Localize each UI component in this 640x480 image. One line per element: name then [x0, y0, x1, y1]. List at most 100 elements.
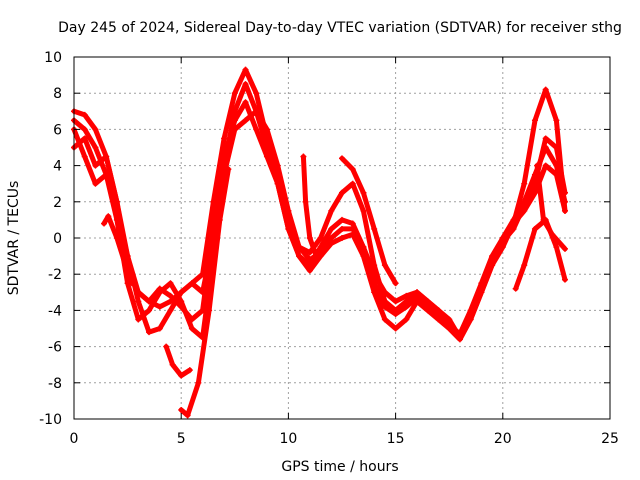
series-line-short-segment-2	[163, 344, 193, 379]
y-axis-label: SDTVAR / TECUs	[6, 181, 22, 296]
y-tick-label: -2	[48, 267, 62, 283]
data-point-marker	[92, 126, 99, 133]
data-point-marker	[512, 285, 519, 292]
data-point-marker	[360, 207, 367, 214]
data-point-marker	[242, 66, 249, 73]
data-point-marker	[300, 153, 307, 160]
data-point-marker	[371, 280, 378, 287]
data-point-marker	[489, 256, 496, 263]
data-point-marker	[113, 207, 120, 214]
data-point-marker	[221, 135, 228, 142]
data-point-marker	[188, 280, 195, 287]
data-point-marker	[561, 276, 568, 283]
data-point-marker	[510, 225, 517, 232]
data-point-marker	[549, 231, 556, 238]
data-point-marker	[184, 412, 191, 419]
axis-ticks: 0 5 10 15 20 25 -10 -8 -6 -4 -2 0 2 4 6 8 10	[39, 50, 619, 447]
data-point-marker	[403, 303, 410, 310]
series-markers-short-segment-5	[339, 155, 399, 287]
data-point-marker	[403, 292, 410, 299]
series-markers-short-segment-7	[534, 162, 568, 252]
data-point-marker	[122, 262, 129, 269]
data-point-marker	[542, 135, 549, 142]
data-point-marker	[317, 249, 324, 256]
series-markers-track-c	[71, 99, 568, 343]
y-tick-label: 0	[53, 231, 62, 247]
data-point-marker	[521, 180, 528, 187]
data-point-marker	[178, 289, 185, 296]
data-point-marker	[561, 207, 568, 214]
y-tick-label: 6	[53, 122, 62, 138]
data-point-marker	[242, 117, 249, 124]
data-point-marker	[188, 316, 195, 323]
data-point-marker	[167, 280, 174, 287]
data-point-marker	[253, 90, 260, 97]
data-point-marker	[531, 117, 538, 124]
data-point-marker	[339, 225, 345, 232]
data-point-marker	[424, 303, 431, 310]
data-point-marker	[360, 189, 367, 196]
data-point-marker	[435, 312, 442, 319]
data-point-marker	[253, 108, 260, 115]
series-line-track-c	[71, 99, 568, 342]
data-point-marker	[167, 292, 174, 299]
data-point-marker	[263, 126, 270, 133]
y-tick-label: -8	[48, 376, 62, 392]
data-point-marker	[381, 303, 388, 310]
x-tick-label: 15	[387, 431, 405, 447]
data-point-marker	[349, 225, 356, 232]
data-point-marker	[188, 325, 195, 332]
y-tick-label: -4	[48, 303, 62, 319]
data-point-marker	[306, 235, 313, 241]
data-point-marker	[296, 244, 303, 251]
data-point-marker	[128, 280, 135, 287]
data-point-marker	[81, 126, 88, 133]
data-point-marker	[392, 311, 399, 318]
data-point-marker	[105, 213, 112, 220]
data-point-marker	[156, 285, 163, 292]
series-markers-short-segment-3	[178, 166, 232, 419]
series-markers-short-segment-2	[163, 343, 193, 379]
data-point-marker	[135, 298, 142, 305]
data-point-marker	[169, 361, 176, 368]
data-point-marker	[216, 216, 223, 223]
data-point-marker	[231, 90, 238, 97]
data-point-marker	[531, 225, 538, 232]
x-tick-label: 10	[279, 431, 297, 447]
data-point-marker	[103, 171, 110, 178]
data-point-marker	[328, 225, 335, 232]
data-point-marker	[146, 307, 153, 314]
data-point-marker	[349, 220, 356, 227]
data-point-marker	[499, 238, 506, 245]
data-point-marker	[263, 144, 270, 151]
data-point-marker	[156, 303, 163, 310]
series-line-short-segment-5	[339, 155, 399, 286]
data-point-marker	[339, 155, 345, 162]
data-point-marker	[285, 216, 292, 223]
data-point-marker	[92, 144, 99, 151]
data-point-marker	[542, 162, 549, 169]
data-point-marker	[81, 111, 88, 118]
data-point-marker	[403, 298, 410, 305]
data-point-marker	[242, 81, 249, 88]
data-point-marker	[296, 253, 303, 260]
data-point-marker	[339, 235, 345, 241]
data-point-marker	[135, 316, 142, 323]
series-line-track-b	[71, 108, 568, 341]
data-point-marker	[521, 202, 528, 209]
data-point-marker	[302, 198, 309, 205]
data-point-marker	[478, 285, 485, 292]
data-point-marker	[178, 303, 185, 310]
series-markers-short-segment-4	[300, 153, 320, 260]
series-line-track-d	[71, 81, 568, 339]
data-point-marker	[156, 325, 163, 332]
data-point-marker	[328, 207, 335, 214]
data-point-marker	[135, 289, 142, 296]
data-point-marker	[561, 245, 568, 252]
data-point-marker	[360, 244, 367, 251]
data-point-marker	[414, 289, 421, 296]
data-point-marker	[521, 262, 528, 269]
data-series	[71, 66, 568, 419]
data-point-marker	[313, 253, 320, 260]
data-point-marker	[456, 332, 463, 339]
